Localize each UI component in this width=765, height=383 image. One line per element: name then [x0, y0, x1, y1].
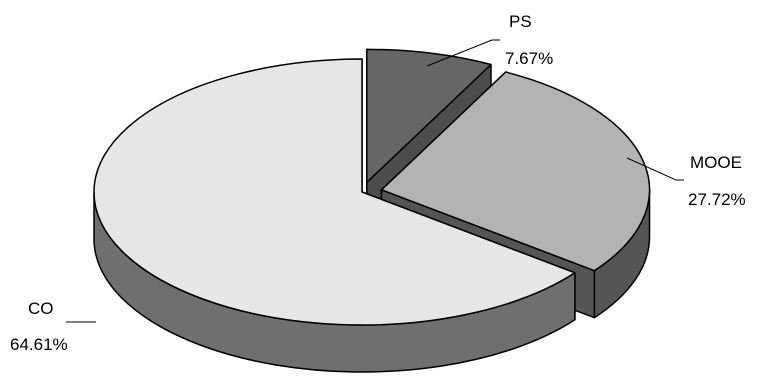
slice-co-top [93, 58, 576, 326]
slice-label-mooe: MOOE 27.72% [626, 153, 746, 209]
leader-line-ps [426, 39, 500, 67]
label-mooe-value: 27.72% [688, 190, 746, 209]
slice-label-co: CO 64.61% [10, 299, 96, 354]
slice-mooe-top [380, 71, 651, 272]
slice-label-ps: PS 7.67% [426, 12, 553, 68]
label-ps-value: 7.67% [505, 49, 553, 68]
label-mooe-name: MOOE [690, 153, 742, 172]
leader-line-mooe [626, 157, 684, 181]
label-co-value: 64.61% [10, 335, 68, 354]
pie-slices [93, 48, 651, 373]
slice-ps-top [366, 48, 492, 184]
label-co-name: CO [28, 299, 54, 318]
label-ps-name: PS [509, 12, 532, 31]
